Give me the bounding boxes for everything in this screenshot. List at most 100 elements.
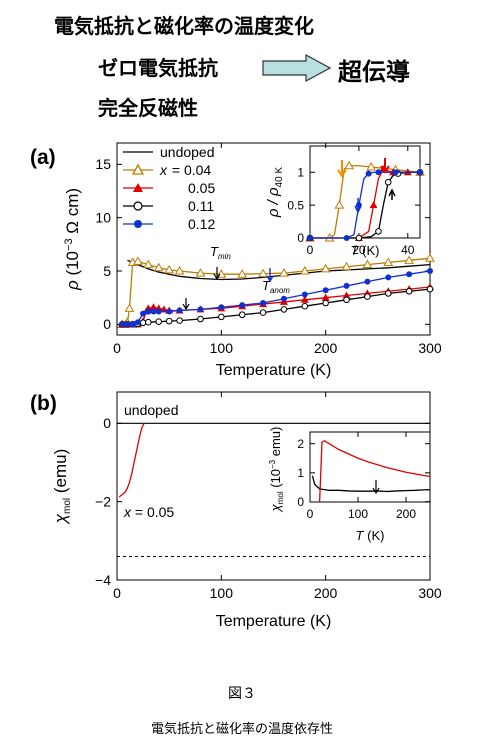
data-point-0.11 [322, 299, 329, 307]
data-point-0.04 [174, 265, 185, 275]
tanom-arrow-icon [266, 268, 274, 283]
data-point-0.11 [343, 296, 350, 304]
data-point-0.12 [197, 306, 204, 313]
data-point-0.04 [164, 264, 175, 274]
data-point-0.12 [140, 310, 147, 317]
data-point-0.04 [258, 268, 268, 278]
legend-marker-005 [133, 183, 143, 192]
data-point-0.12 [218, 304, 225, 311]
page-title: 電気抵抗と磁化率の温度変化 [54, 14, 314, 38]
bi-frame [309, 431, 431, 503]
inset-arrow-011 [388, 188, 396, 200]
superconductivity-label: 超伝導 [338, 58, 410, 86]
inset-point-0.05 [369, 201, 378, 209]
legend-label-undoped: undoped [160, 144, 215, 160]
data-point-0.04 [383, 257, 394, 266]
legend-label-005: 0.05 [188, 180, 215, 196]
inset-point-0.12 [307, 235, 313, 241]
bi-xtick-label: 200 [396, 507, 416, 521]
b-xtick-label: 300 [418, 585, 442, 601]
data-point-0.11 [301, 302, 309, 310]
ai-ylabel: ρ / ρ40 K [265, 167, 285, 219]
legend-marker-011 [133, 201, 143, 211]
a-xlabel: Temperature (K) [216, 362, 332, 379]
data-point-0.04 [143, 259, 154, 269]
data-point-0.04 [425, 253, 435, 262]
legend-label-012: 0.12 [188, 216, 215, 232]
b-ytick-label: −4 [95, 572, 111, 588]
arrow-icon [182, 298, 190, 311]
inset-point-0.04 [334, 200, 345, 209]
data-point-0.11 [165, 317, 173, 325]
a-ylabel: ρ (10−3 Ω cm) [63, 188, 82, 291]
inset-point-0.04 [366, 162, 376, 171]
data-point-0.12 [150, 308, 157, 315]
data-point-0.12 [145, 308, 152, 315]
data-point-0.04 [362, 259, 373, 269]
data-point-0.05 [300, 295, 309, 303]
series-line-undoped [127, 259, 431, 281]
data-point-0.11 [176, 317, 183, 324]
inset-arrow-icon [372, 480, 380, 495]
bi-ylabel: χmol (10−3 emu) [268, 427, 285, 513]
data-point-0.12 [280, 295, 287, 302]
inset-line-undoped [311, 475, 430, 493]
inset-arrow-004 [337, 160, 347, 178]
data-point-0.05 [149, 303, 158, 311]
a-xtick-label: 0 [113, 340, 121, 356]
a-xtick-label: 200 [314, 340, 338, 356]
figure-number: 図３ [228, 686, 256, 702]
data-point-0.11 [259, 309, 267, 316]
tanom-label: Tanom [262, 278, 290, 295]
series-line-0.12 [122, 270, 431, 325]
data-point-0.12 [176, 307, 183, 314]
data-point-0.04 [279, 268, 289, 277]
ai-xtick-label: 20 [352, 243, 366, 257]
data-point-0.04 [237, 269, 248, 278]
data-point-0.12 [134, 319, 141, 326]
data-point-0.05 [321, 293, 330, 301]
data-point-0.12 [322, 287, 329, 294]
inset-point-0.11 [384, 178, 392, 186]
data-point-0.12 [385, 274, 392, 281]
data-point-0.11 [197, 315, 204, 323]
data-point-0.11 [280, 306, 288, 313]
data-point-0.12 [343, 282, 350, 289]
data-point-0.12 [406, 271, 413, 278]
data-point-0.12 [166, 308, 173, 315]
ai-ytick-label: 1 [297, 165, 304, 179]
panel-a-label: (a) [30, 146, 56, 169]
inset-line-0.04 [310, 165, 421, 239]
ai-xlabel: T (K) [351, 243, 380, 258]
data-point-0.04 [404, 255, 414, 264]
bi-xlabel: T (K) [356, 528, 385, 543]
legend: undoped x = 0.04 0.05 0.11 0.12 [123, 144, 215, 232]
legend-marker-012 [134, 220, 142, 228]
a-xtick-label: 300 [418, 340, 442, 356]
data-point-0.12 [364, 278, 371, 285]
b-ytick-label: 0 [103, 415, 111, 431]
a-ytick-label: 15 [95, 156, 111, 172]
data-point-0.04 [320, 263, 331, 273]
data-point-0.12 [155, 308, 162, 315]
data-point-0.12 [119, 321, 126, 328]
inset-point-0.12 [392, 169, 399, 176]
data-point-0.12 [427, 268, 433, 274]
data-point-0.12 [129, 321, 136, 328]
bi-ytick-label: 2 [297, 437, 304, 451]
bi-ytick-label: 1 [297, 466, 304, 480]
perfect-diamagnetism-label: 完全反磁性 [98, 96, 198, 120]
inset-point-0.12 [343, 235, 350, 241]
data-point-0.04 [133, 256, 143, 265]
tmin-arrow-icon [213, 267, 221, 281]
a-frame [116, 142, 431, 336]
data-point-0.04 [299, 265, 310, 275]
bi-ytick-label: 0 [297, 495, 304, 509]
undoped-label: undoped [124, 402, 179, 418]
ai-ytick-label: 0.5 [287, 198, 304, 212]
data-point-0.04 [124, 303, 135, 312]
inset-line-0.11 [310, 171, 420, 239]
data-point-0.11 [426, 285, 434, 293]
